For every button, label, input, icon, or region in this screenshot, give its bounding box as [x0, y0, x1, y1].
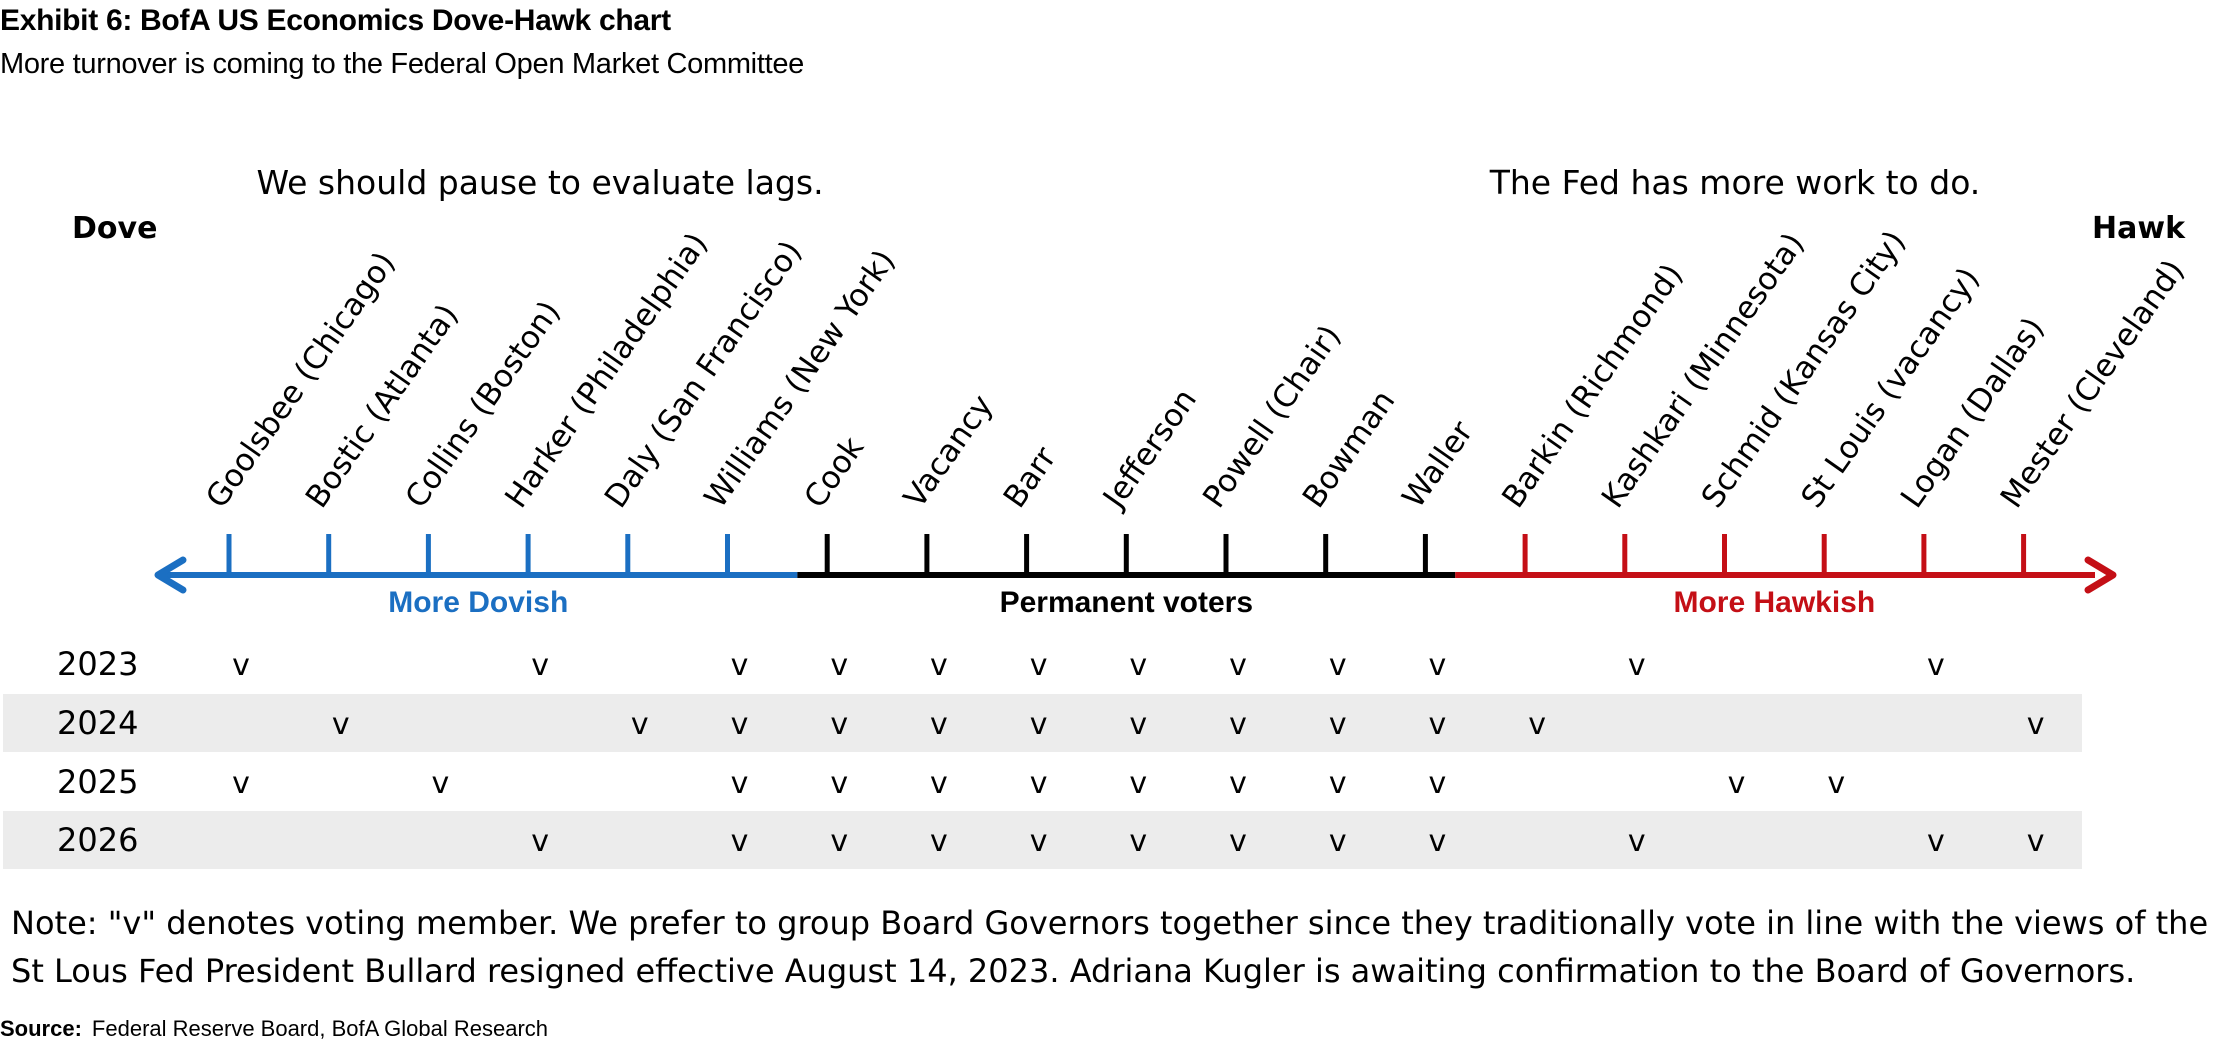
vote-mark: v: [1429, 766, 1447, 801]
member-label: Vacancy: [897, 388, 1000, 514]
member-label: Kashkari (Minnesota): [1595, 227, 1812, 515]
group-label: More Hawkish: [1673, 586, 1875, 619]
vote-mark: v: [631, 707, 649, 742]
vote-mark: v: [432, 766, 450, 801]
dove-arrow-icon: [154, 556, 187, 594]
vote-mark: v: [1229, 766, 1247, 801]
vote-mark: v: [232, 648, 250, 683]
member-label: Barr: [997, 440, 1064, 514]
group-label: More Dovish: [388, 586, 568, 619]
member-label: Harker (Philadelphia): [498, 226, 715, 514]
vote-mark: v: [1129, 707, 1147, 742]
member-label: St Louis (vacancy): [1794, 261, 1987, 515]
vote-mark: v: [731, 824, 749, 859]
member-label: Jefferson: [1095, 382, 1204, 516]
member-label: Barkin (Richmond): [1495, 258, 1690, 515]
vote-mark: v: [1129, 824, 1147, 859]
member-label: Waller: [1395, 415, 1480, 515]
vote-mark: v: [930, 824, 948, 859]
dovish-stance-note: We should pause to evaluate lags.: [256, 163, 824, 202]
vote-mark: v: [1129, 766, 1147, 801]
vote-mark: v: [830, 824, 848, 859]
vote-mark: v: [930, 707, 948, 742]
vote-mark: v: [1429, 707, 1447, 742]
hawk-end-label: Hawk: [2092, 211, 2186, 246]
vote-mark: v: [930, 648, 948, 683]
vote-mark: v: [1030, 648, 1048, 683]
dove-end-label: Dove: [72, 211, 158, 246]
source-label: Source:: [0, 1016, 82, 1041]
vote-mark: v: [1927, 824, 1945, 859]
year-row-shading: [3, 694, 2082, 752]
vote-mark: v: [232, 766, 250, 801]
year-row-shading: [3, 811, 2082, 869]
source-line: Source: Federal Reserve Board, BofA Globa…: [0, 1018, 548, 1040]
vote-mark: v: [1927, 648, 1945, 683]
member-label: Schmid (Kansas City): [1695, 224, 1913, 514]
vote-mark: v: [1030, 707, 1048, 742]
group-label: Permanent voters: [1000, 586, 1253, 619]
vote-mark: v: [1229, 707, 1247, 742]
vote-mark: v: [1728, 766, 1746, 801]
vote-mark: v: [1628, 824, 1646, 859]
hawk-arrow-icon: [2084, 556, 2117, 594]
vote-mark: v: [1229, 648, 1247, 683]
vote-mark: v: [1129, 648, 1147, 683]
vote-mark: v: [2027, 707, 2045, 742]
vote-mark: v: [1628, 648, 1646, 683]
vote-mark: v: [531, 648, 549, 683]
vote-mark: v: [731, 648, 749, 683]
vote-mark: v: [1229, 824, 1247, 859]
member-label: Williams (New York): [698, 243, 903, 514]
year-label: 2026: [57, 821, 138, 859]
vote-mark: v: [2027, 824, 2045, 859]
member-label: Daly (San Francisco): [598, 234, 809, 514]
source-text: Federal Reserve Board, BofA Global Resea…: [91, 1016, 549, 1041]
vote-mark: v: [1429, 648, 1447, 683]
vote-mark: v: [1827, 766, 1845, 801]
vote-mark: v: [1329, 648, 1347, 683]
vote-mark: v: [1030, 824, 1048, 859]
vote-mark: v: [731, 707, 749, 742]
vote-mark: v: [1429, 824, 1447, 859]
member-label: Cook: [797, 430, 871, 514]
vote-mark: v: [830, 648, 848, 683]
vote-mark: v: [531, 824, 549, 859]
year-label: 2025: [57, 763, 138, 801]
vote-mark: v: [731, 766, 749, 801]
vote-mark: v: [1329, 824, 1347, 859]
vote-mark: v: [830, 707, 848, 742]
year-label: 2024: [57, 704, 138, 742]
note-line-1: Note: "v" denotes voting member. We pref…: [11, 904, 2219, 942]
exhibit-title: Exhibit 6: BofA US Economics Dove-Hawk c…: [0, 4, 671, 37]
vote-mark: v: [830, 766, 848, 801]
vote-mark: v: [1030, 766, 1048, 801]
exhibit-subtitle: More turnover is coming to the Federal O…: [0, 48, 804, 80]
vote-mark: v: [930, 766, 948, 801]
vote-mark: v: [332, 707, 350, 742]
member-label: Goolsbee (Chicago): [199, 246, 402, 515]
hawkish-stance-note: The Fed has more work to do.: [1489, 163, 1981, 202]
vote-mark: v: [1528, 707, 1546, 742]
member-label: Bowman: [1296, 384, 1403, 515]
note-line-2: St Lous Fed President Bullard resigned e…: [11, 952, 2136, 990]
vote-mark: v: [1329, 707, 1347, 742]
year-label: 2023: [57, 645, 138, 683]
vote-mark: v: [1329, 766, 1347, 801]
dove-hawk-diagram: Goolsbee (Chicago)Bostic (Atlanta)Collin…: [3, 224, 2192, 869]
member-label: Mester (Cleveland): [1994, 253, 2192, 514]
